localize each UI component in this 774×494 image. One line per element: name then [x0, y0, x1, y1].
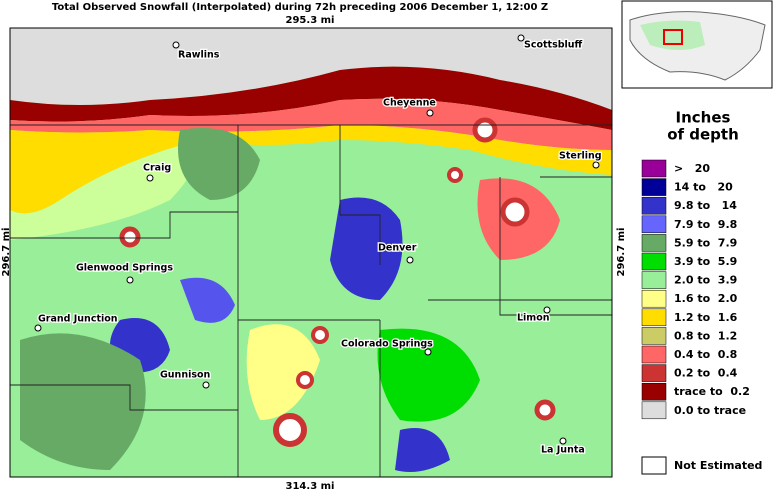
legend-label: 5.9 to 7.9 [674, 236, 737, 249]
legend-label: 1.2 to 1.6 [674, 311, 738, 324]
city-label: Colorado Springs [341, 339, 433, 350]
legend-label: trace to 0.2 [674, 385, 750, 398]
legend-swatch [641, 159, 667, 178]
legend-swatch [641, 364, 667, 382]
legend-swatch [641, 401, 667, 420]
city-label: La Junta [541, 445, 585, 456]
title: Total Observed Snowfall (Interpolated) d… [52, 2, 548, 13]
city-label: Gunnison [160, 370, 211, 381]
city-label: Denver [378, 243, 417, 254]
legend-label: 0.2 to 0.4 [674, 367, 738, 380]
city-label: Craig [143, 163, 171, 174]
scale-top: 295.3 mi [286, 15, 335, 26]
city-labels: Rawlins Scottsbluff Cheyenne Craig Sterl… [34, 34, 603, 457]
city-marker [146, 174, 154, 182]
legend-label: 0.8 to 1.2 [674, 329, 737, 342]
city-marker [172, 41, 180, 49]
legend-label: 3.9 to 5.9 [674, 255, 737, 268]
snowfall-map [9, 27, 613, 478]
city-marker [424, 348, 432, 356]
city-marker [559, 437, 567, 445]
legend-swatch [641, 308, 667, 327]
city-label: Cheyenne [383, 98, 436, 109]
scale-right: 296.7 mi [616, 228, 627, 277]
legend-title: of depth [667, 126, 739, 144]
city-marker [126, 276, 134, 284]
legend: Inches of depth Not Estimated > 20 14 to … [641, 109, 762, 475]
legend-swatch [641, 215, 667, 234]
scale-bottom: 314.3 mi [286, 481, 335, 492]
city-label: Sterling [559, 151, 602, 162]
city-label: Scottsbluff [524, 40, 583, 51]
legend-label: 0.4 to 0.8 [674, 348, 737, 361]
city-marker [592, 161, 600, 169]
legend-label: 1.6 to 2.0 [674, 292, 738, 305]
city-marker [517, 34, 525, 42]
city-label: Rawlins [178, 50, 220, 61]
city-marker [202, 381, 210, 389]
legend-label: 7.9 to 9.8 [674, 218, 737, 231]
city-marker [406, 256, 414, 264]
legend-swatch [641, 345, 667, 364]
city-marker [543, 306, 551, 314]
legend-swatch [641, 382, 667, 401]
legend-swatch [641, 196, 667, 215]
legend-swatch [641, 456, 667, 475]
city-marker [426, 109, 434, 117]
legend-swatch [641, 234, 667, 252]
legend-title: Inches [676, 109, 731, 127]
legend-swatch [641, 327, 667, 345]
legend-label: 0.0 to trace [674, 404, 746, 417]
legend-label: 14 to 20 [674, 181, 733, 194]
inset-map [621, 0, 773, 89]
city-marker [34, 324, 42, 332]
legend-label: Not Estimated [674, 459, 762, 472]
legend-label: 9.8 to 14 [674, 199, 737, 212]
legend-swatch [641, 178, 667, 196]
legend-label: 2.0 to 3.9 [674, 274, 737, 287]
legend-swatch [641, 289, 667, 308]
city-label: Glenwood Springs [76, 263, 173, 274]
legend-swatch [641, 271, 667, 289]
city-label: Limon [517, 313, 550, 324]
city-label: Grand Junction [38, 314, 118, 325]
scale-left: 296.7 mi [1, 228, 12, 277]
legend-swatch [641, 252, 667, 271]
legend-label: > 20 [674, 162, 710, 175]
